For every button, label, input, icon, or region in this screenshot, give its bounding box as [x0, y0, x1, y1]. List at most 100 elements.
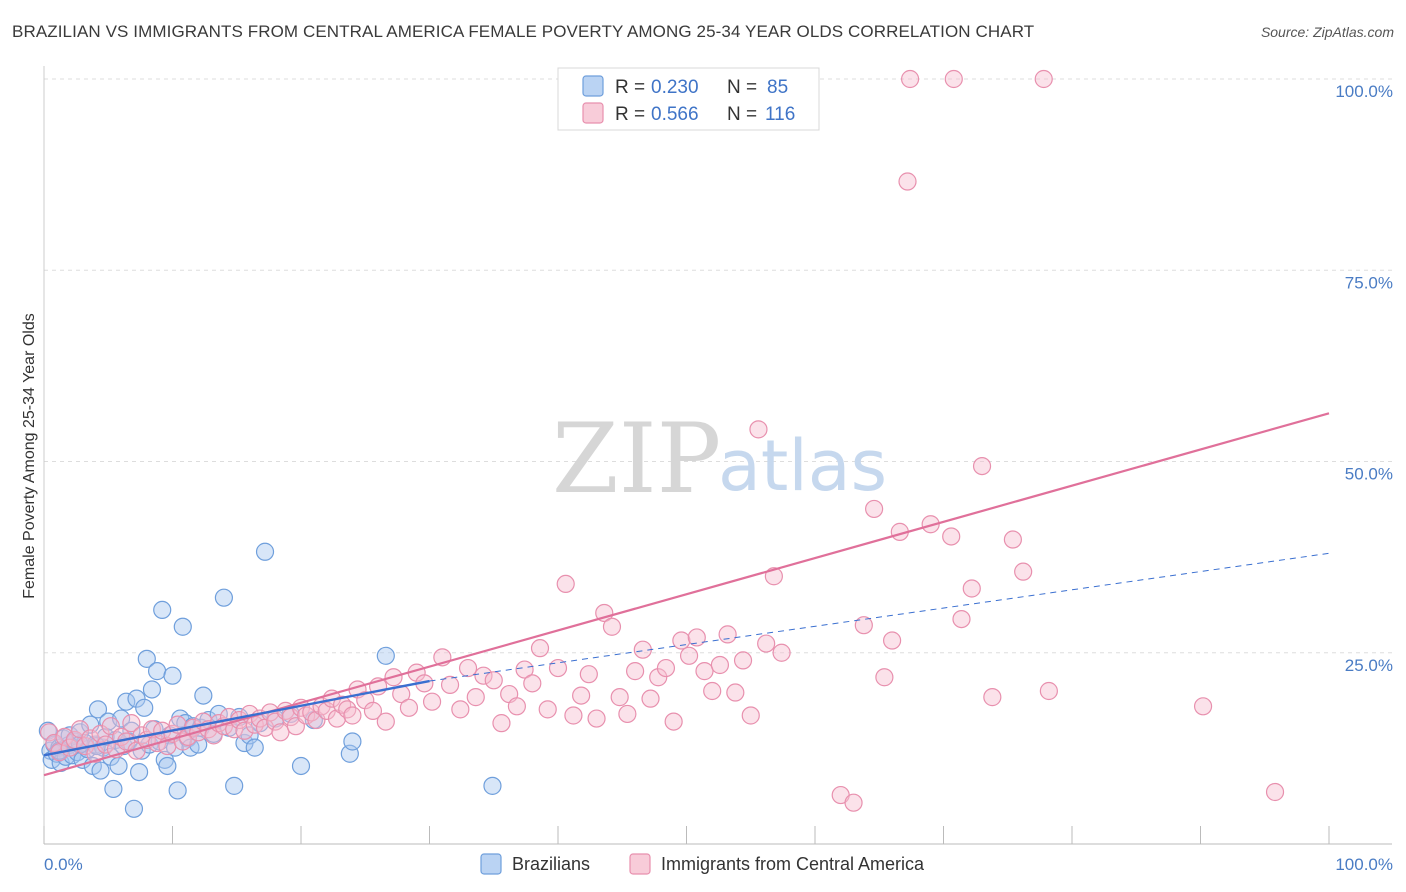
brazilians-point-80 — [376, 646, 395, 665]
central-america-point-75 — [466, 688, 485, 707]
source-label: Source: ZipAtlas.com — [1260, 24, 1394, 40]
central-america-point-120 — [882, 631, 902, 650]
central-america-point-95 — [625, 662, 645, 681]
brazilians-point-52 — [168, 781, 187, 800]
central-america-point-50 — [297, 706, 316, 725]
central-america-point-125 — [952, 609, 971, 629]
brazilians-point-21 — [88, 700, 108, 719]
central-america-point-103 — [687, 628, 706, 647]
y-tick-label-3: 100.0% — [1335, 82, 1393, 101]
legend-n-label-pink: N = — [727, 104, 757, 125]
central-america-point-131 — [1039, 681, 1058, 701]
central-america-point-105 — [703, 681, 722, 701]
central-america-point-89 — [579, 665, 598, 684]
brazilians-point-71 — [245, 738, 264, 757]
brazilians-point-30 — [111, 709, 131, 728]
brazilians-point-76 — [291, 756, 311, 776]
brazilians-point-29 — [109, 756, 128, 776]
central-america-point-110 — [741, 706, 760, 725]
axes — [43, 66, 1392, 845]
central-america-point-74 — [458, 658, 478, 678]
correlation-legend: R = 0.230 N = 85 R = 0.566 N = 116 — [557, 67, 820, 131]
brazilians-point-73 — [255, 542, 275, 561]
trend-lines — [43, 412, 1330, 777]
central-america-point-3 — [55, 727, 74, 747]
central-america-point-107 — [718, 625, 737, 644]
central-america-point-122 — [898, 172, 917, 191]
central-america-point-104 — [695, 662, 714, 681]
legend-label-central-america: Immigrants from Central America — [661, 854, 925, 874]
watermark-atlas: atlas — [718, 425, 887, 507]
central-america-point-109 — [733, 651, 753, 670]
brazilians-point-44 — [147, 662, 167, 681]
central-america-point-78 — [492, 714, 511, 733]
central-america-point-93 — [610, 688, 629, 707]
central-america-point-94 — [618, 704, 637, 724]
central-america-point-136 — [1265, 782, 1285, 802]
watermark: ZIP atlas — [552, 403, 887, 515]
legend-swatch-pink — [582, 102, 604, 124]
x-tick-labels: 0.0% 100.0% — [44, 855, 1393, 874]
legend-r-value-pink: 0.566 — [651, 104, 699, 125]
y-axis-label: Female Poverty Among 25-34 Year Olds — [21, 313, 38, 599]
brazilians-point-32 — [117, 692, 136, 711]
brazilians-point-27 — [104, 779, 123, 799]
central-america-point-64 — [376, 712, 395, 731]
central-america-point-56 — [327, 709, 347, 728]
brazilians-point-42 — [142, 680, 162, 699]
central-america-point-117 — [854, 616, 873, 635]
central-america-point-99 — [656, 658, 676, 678]
central-america-point-16 — [122, 714, 141, 733]
central-america-point-112 — [757, 634, 776, 653]
series-legend: Brazilians Immigrants from Central Ameri… — [480, 853, 925, 875]
central-america-point-80 — [507, 697, 526, 716]
central-america-point-98 — [649, 668, 668, 687]
brazilians-point-67 — [225, 776, 244, 795]
central-america-point-90 — [587, 709, 606, 728]
brazilians-point-81 — [483, 776, 502, 795]
central-america-point-87 — [564, 706, 583, 725]
brazilians-point-36 — [127, 689, 146, 708]
y-tick-label-1: 50.0% — [1345, 465, 1393, 484]
brazilians-point-39 — [135, 698, 154, 717]
central-america-point-114 — [772, 643, 791, 662]
central-america-point-73 — [451, 700, 470, 719]
central-america-point-67 — [399, 698, 419, 717]
legend-label-brazilians: Brazilians — [512, 854, 590, 874]
central-america-point-119 — [875, 668, 894, 687]
brazilians-point-40 — [137, 649, 156, 668]
central-america-point-86 — [556, 574, 575, 594]
central-america-point-76 — [474, 666, 493, 685]
central-america-point-62 — [363, 701, 383, 720]
central-america-point-52 — [307, 710, 326, 730]
grid-lines — [44, 78, 1392, 654]
y-tick-label-0: 25.0% — [1345, 656, 1393, 675]
central-america-point-133 — [944, 69, 963, 89]
brazilians-point-79 — [343, 732, 362, 751]
brazilians-point-61 — [194, 686, 213, 705]
watermark-zip: ZIP — [552, 403, 721, 515]
central-america-point-102 — [679, 646, 699, 665]
central-america-point-123 — [921, 515, 940, 534]
legend-r-label-blue: R = — [615, 77, 645, 98]
brazilians-point-35 — [124, 799, 144, 818]
central-america-point-134 — [1034, 69, 1053, 89]
brazilians-point-48 — [158, 756, 177, 776]
central-america-point-118 — [865, 499, 884, 519]
legend-n-value-blue: 85 — [767, 77, 788, 98]
brazilians-point-54 — [173, 617, 192, 636]
central-america-point-82 — [523, 674, 542, 693]
legend-n-value-pink: 116 — [765, 104, 795, 125]
brazilians-point-37 — [129, 762, 149, 782]
central-america-point-116 — [844, 793, 863, 812]
central-america-point-128 — [983, 688, 1002, 707]
trend-line-brazilians-projection — [429, 552, 1330, 682]
legend-swatch-central-america — [629, 853, 651, 875]
central-america-point-77 — [484, 671, 503, 690]
central-america-point-97 — [641, 689, 660, 708]
central-america-point-59 — [343, 706, 362, 725]
central-america-point-72 — [440, 675, 460, 694]
legend-r-label-pink: R = — [615, 104, 645, 125]
x-tick-label-1: 100.0% — [1335, 855, 1393, 874]
